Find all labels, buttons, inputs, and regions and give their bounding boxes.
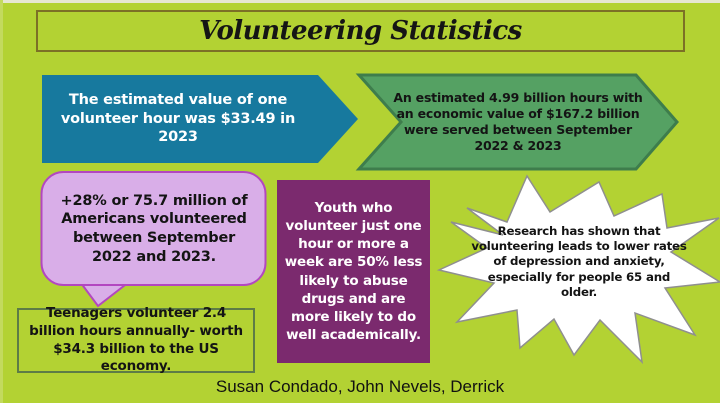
americans-bubble-text: +28% or 75.7 million of Americans volunt… xyxy=(60,192,248,265)
research-burst-text: Research has shown that volunteering lea… xyxy=(471,224,687,299)
title-banner: Volunteering Statistics xyxy=(36,10,685,52)
research-burst-polygon xyxy=(436,174,720,365)
top-edge-strip xyxy=(0,0,720,3)
youth-stat-text: Youth who volunteer just one hour or mor… xyxy=(284,199,423,344)
value-arrow-text: The estimated value of one volunteer hou… xyxy=(60,92,296,146)
research-burst-shape xyxy=(436,174,720,365)
teenagers-stat-text: Teenagers volunteer 2.4 billion hours an… xyxy=(29,305,243,375)
value-arrow-polygon xyxy=(42,75,358,163)
americans-bubble-body xyxy=(40,171,267,286)
youth-stat-box: Youth who volunteer just one hour or mor… xyxy=(277,180,430,363)
authors-byline: Susan Condado, John Nevels, Derrick xyxy=(215,377,505,396)
page-title: Volunteering Statistics xyxy=(199,16,522,46)
left-edge-strip xyxy=(0,0,3,403)
americans-bubble-shape xyxy=(40,171,267,308)
value-arrow-shape xyxy=(42,75,358,163)
teenagers-stat-box: Teenagers volunteer 2.4 billion hours an… xyxy=(17,305,255,375)
hours-arrow-polygon xyxy=(355,73,679,171)
hours-arrow-text: An estimated 4.99 billion hours with an … xyxy=(393,89,643,153)
hours-arrow-shape xyxy=(355,73,679,171)
